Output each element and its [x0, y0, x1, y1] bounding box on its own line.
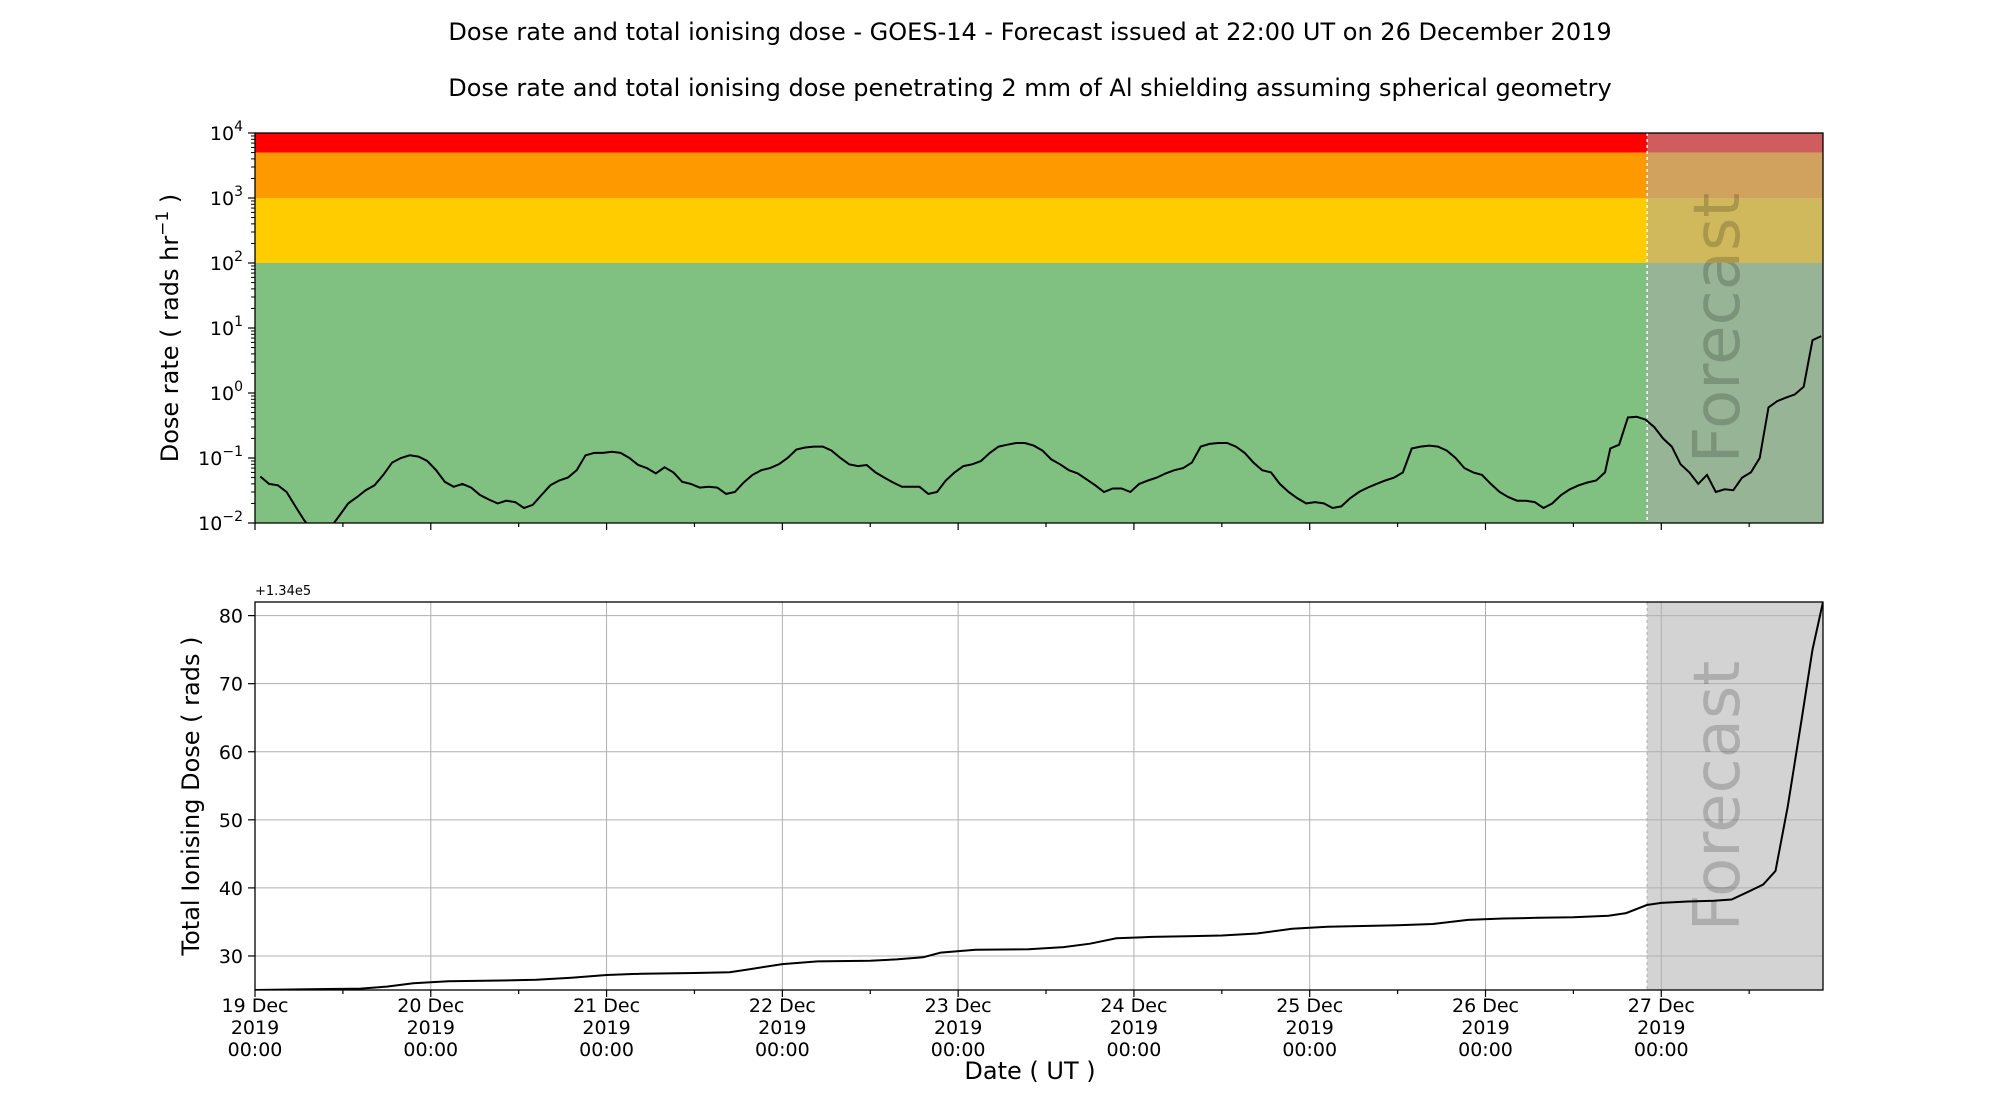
x-tick-time: 00:00: [1282, 1039, 1337, 1061]
forecast-shade: [1647, 602, 1823, 990]
risk-band-3: [255, 263, 1823, 523]
x-tick-year: 2019: [582, 1017, 630, 1039]
x-tick-date: 20 Dec: [397, 995, 464, 1017]
x-tick-time: 00:00: [931, 1039, 986, 1061]
total-dose-line: [255, 602, 1823, 990]
x-tick-year: 2019: [407, 1017, 455, 1039]
x-tick-date: 22 Dec: [749, 995, 816, 1017]
x-tick-time: 00:00: [1107, 1039, 1162, 1061]
y-tick-label: 30: [219, 946, 243, 968]
dose-rate-label-sup: −1: [153, 211, 173, 236]
dose-rate-series-group: [259, 335, 1822, 523]
dose-rate-label-close: ): [156, 194, 184, 211]
x-tick-year: 2019: [1637, 1017, 1685, 1039]
x-tick-date: 25 Dec: [1276, 995, 1343, 1017]
y-tick-label: 100: [210, 379, 243, 405]
top-y-axis-label: Dose rate ( rads hr−1 ): [153, 194, 184, 463]
x-tick-time: 00:00: [403, 1039, 458, 1061]
x-tick-year: 2019: [758, 1017, 806, 1039]
y-tick-label: 10−2: [198, 509, 243, 535]
y-tick-label: 40: [219, 878, 243, 900]
x-tick-year: 2019: [934, 1017, 982, 1039]
y-tick-label: 101: [210, 314, 243, 340]
x-tick-date: 19 Dec: [222, 995, 289, 1017]
x-tick-date: 21 Dec: [573, 995, 640, 1017]
x-tick-year: 2019: [1286, 1017, 1334, 1039]
y-tick-label: 60: [219, 742, 243, 764]
x-tick-date: 26 Dec: [1452, 995, 1519, 1017]
chart-title: Dose rate and total ionising dose - GOES…: [448, 18, 1611, 46]
bottom-plot-background: [255, 602, 1823, 990]
chart-subtitle: Dose rate and total ionising dose penetr…: [448, 74, 1612, 102]
y-tick-base: 10: [198, 513, 222, 535]
x-tick-time: 00:00: [1634, 1039, 1689, 1061]
risk-band-1: [255, 152, 1823, 198]
y-tick-base: 10: [210, 188, 234, 210]
x-tick-year: 2019: [1110, 1017, 1158, 1039]
y-tick-label: 102: [210, 249, 243, 275]
risk-band-0: [255, 133, 1823, 153]
y-tick-base: 10: [210, 318, 234, 340]
x-tick-year: 2019: [231, 1017, 279, 1039]
y-tick-label: 70: [219, 674, 243, 696]
y-tick-base: 10: [210, 253, 234, 275]
dose-rate-line: [259, 335, 1822, 523]
x-axis-label: Date ( UT ): [964, 1057, 1095, 1085]
dose-rate-label-main: Dose rate ( rads hr: [156, 236, 184, 463]
x-tick-time: 00:00: [755, 1039, 810, 1061]
y-tick-label: 104: [210, 119, 243, 145]
y-offset-text: +1.34e5: [255, 584, 311, 599]
y-tick-exponent: 4: [234, 119, 243, 135]
x-tick-date: 27 Dec: [1628, 995, 1695, 1017]
x-tick-year: 2019: [1461, 1017, 1509, 1039]
y-tick-exponent: 3: [234, 184, 243, 200]
risk-band-2: [255, 198, 1823, 263]
total-dose-series-group: [255, 602, 1823, 990]
y-tick-label: 10−1: [198, 444, 243, 470]
bottom-plot-frame: [254, 601, 1824, 991]
x-tick-date: 23 Dec: [925, 995, 992, 1017]
x-tick-date: 24 Dec: [1100, 995, 1167, 1017]
forecast-label: Forecast: [1681, 193, 1755, 464]
y-tick-exponent: 2: [234, 249, 243, 265]
y-tick-label: 103: [210, 184, 243, 210]
x-tick-time: 00:00: [228, 1039, 283, 1061]
y-tick-label: 80: [219, 606, 243, 628]
y-tick-exponent: −1: [222, 444, 243, 460]
bottom-y-axis-label: Total Ionising Dose ( rads ): [177, 637, 205, 957]
y-tick-exponent: −2: [222, 509, 243, 525]
y-tick-base: 10: [210, 123, 234, 145]
y-tick-base: 10: [210, 383, 234, 405]
y-tick-label: 50: [219, 810, 243, 832]
x-tick-time: 00:00: [579, 1039, 634, 1061]
y-tick-base: 10: [198, 448, 222, 470]
y-tick-exponent: 1: [234, 314, 243, 330]
x-tick-time: 00:00: [1458, 1039, 1513, 1061]
forecast-label: Forecast: [1681, 661, 1755, 932]
y-tick-exponent: 0: [234, 379, 243, 395]
